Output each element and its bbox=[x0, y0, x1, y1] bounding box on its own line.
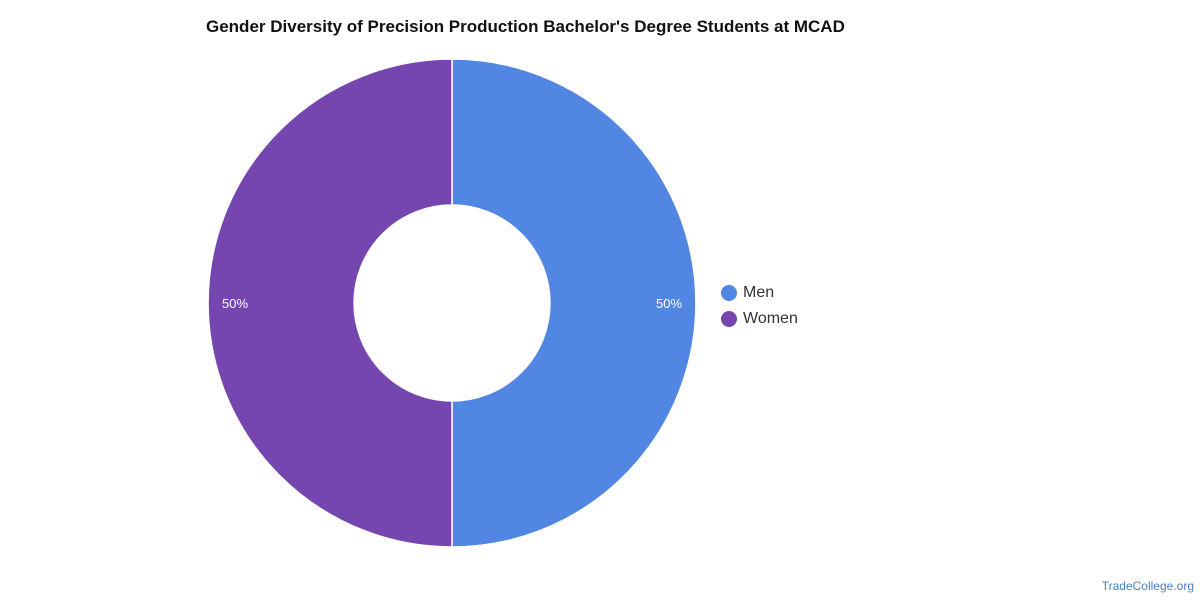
legend-label-women: Women bbox=[743, 310, 798, 327]
data-label-men: 50% bbox=[656, 296, 682, 311]
chart-legend: Men Women bbox=[721, 280, 798, 332]
donut-slice-women[interactable] bbox=[207, 58, 453, 548]
legend-item-women[interactable]: Women bbox=[721, 306, 798, 332]
donut-slice-men[interactable] bbox=[451, 58, 697, 548]
legend-swatch-women bbox=[721, 311, 737, 327]
footer-credit-link[interactable]: TradeCollege.org bbox=[1101, 579, 1194, 593]
legend-item-men[interactable]: Men bbox=[721, 280, 798, 306]
legend-label-men: Men bbox=[743, 284, 775, 301]
data-label-women: 50% bbox=[222, 296, 248, 311]
chart-title: Gender Diversity of Precision Production… bbox=[206, 17, 845, 36]
legend-swatch-men bbox=[721, 285, 737, 301]
